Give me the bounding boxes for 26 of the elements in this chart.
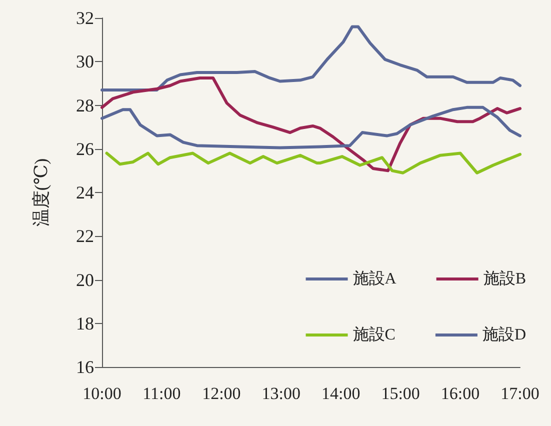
x-tick-label: 15:00 bbox=[381, 384, 420, 403]
y-axis-title: 温度(℃) bbox=[31, 158, 51, 227]
x-tick-label: 16:00 bbox=[440, 384, 480, 403]
y-tick-label: 24 bbox=[76, 182, 94, 202]
y-tick-label: 30 bbox=[76, 52, 94, 72]
x-tick-label: 13:00 bbox=[262, 384, 301, 403]
x-tick-label: 11:00 bbox=[142, 384, 181, 403]
legend-label: 施設A bbox=[352, 270, 397, 288]
legend-label: 施設C bbox=[352, 326, 396, 344]
y-tick-label: 26 bbox=[76, 138, 94, 159]
x-tick-label: 12:00 bbox=[202, 384, 241, 403]
legend-label: 施設D bbox=[482, 326, 526, 344]
x-tick-label: 17:00 bbox=[500, 384, 540, 403]
y-tick-label: 22 bbox=[76, 226, 94, 246]
line-series bbox=[105, 152, 522, 174]
line-series bbox=[100, 106, 522, 150]
y-tick-label: 28 bbox=[76, 95, 94, 116]
y-tick-label: 18 bbox=[76, 313, 94, 334]
y-tick-label: 20 bbox=[76, 270, 94, 290]
line-series bbox=[100, 76, 522, 172]
line-series bbox=[100, 25, 522, 92]
x-tick-label: 14:00 bbox=[321, 384, 360, 403]
y-tick-label: 16 bbox=[76, 357, 94, 377]
x-tick-label: 10:00 bbox=[82, 384, 122, 403]
legend-label: 施設B bbox=[483, 270, 526, 288]
y-tick-label: 32 bbox=[76, 8, 94, 28]
